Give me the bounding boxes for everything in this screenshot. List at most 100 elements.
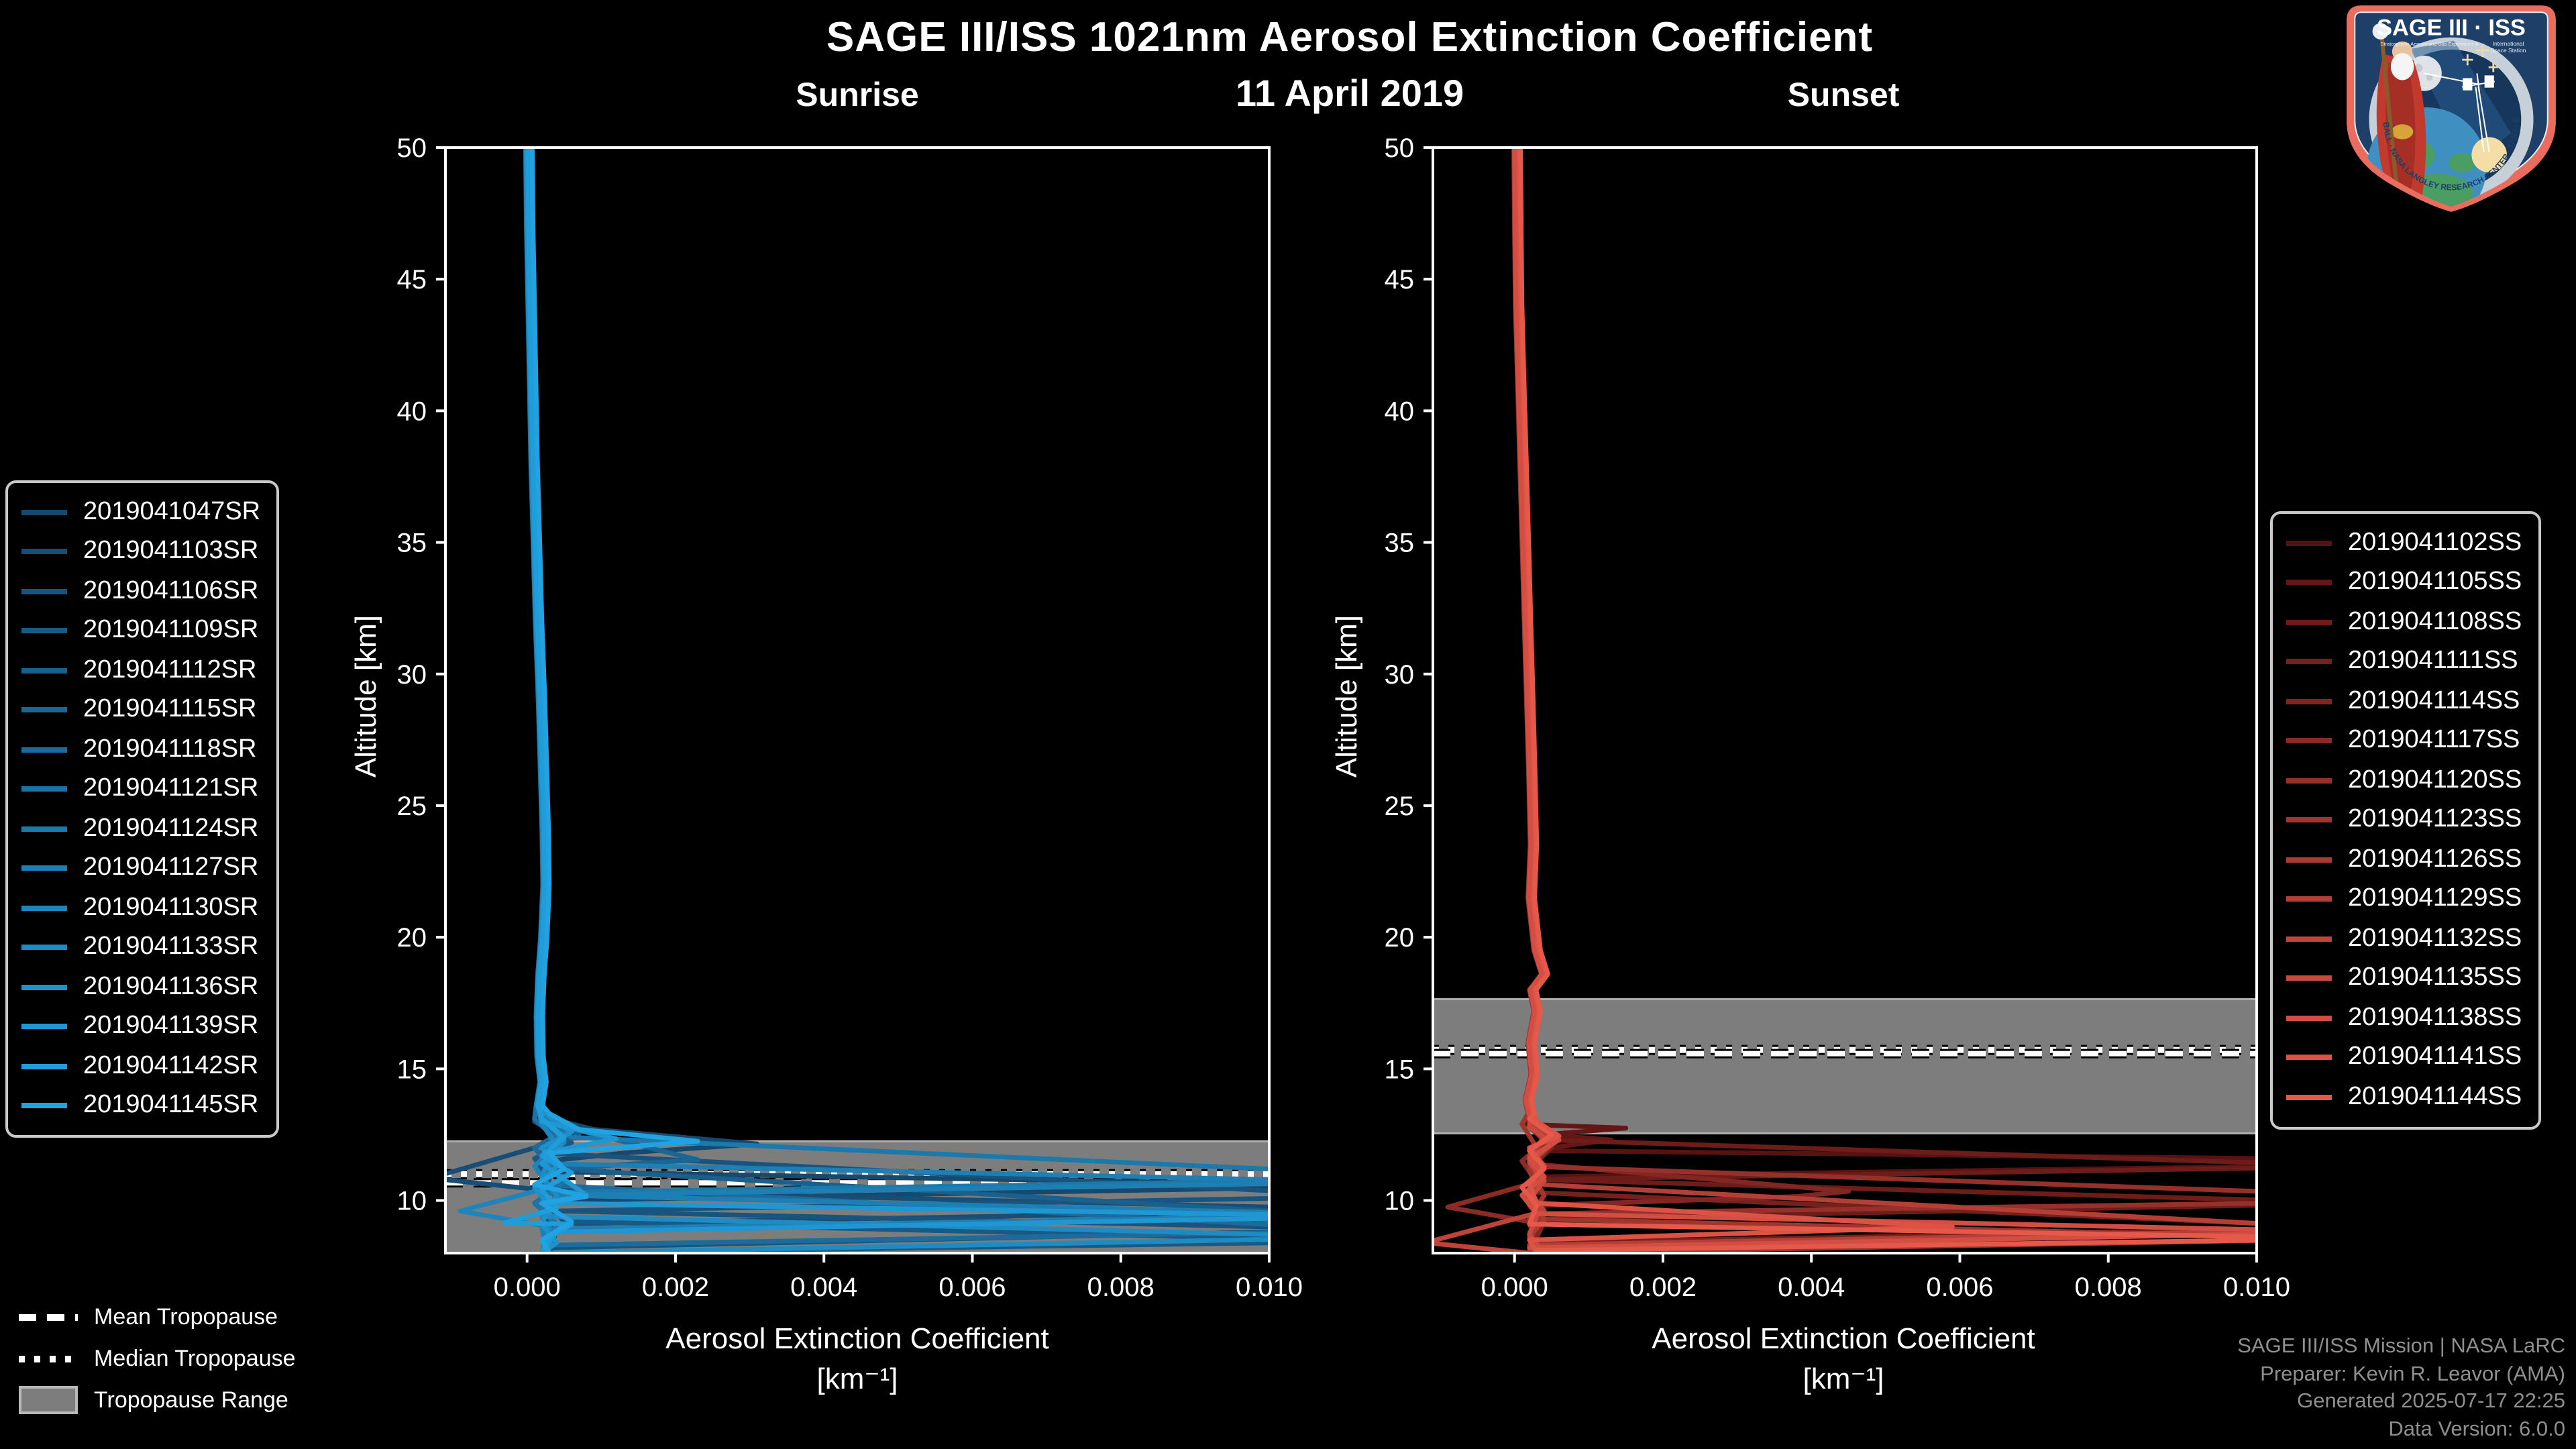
sunset-y-axis-label: Altitude [km] [1330,614,1363,778]
legend-item-event: 2019041132SS [2286,919,2522,959]
tropopause-range-patch-icon [19,1386,78,1414]
profile-line-2019041144SS [1518,148,2257,1253]
legend-item-event: 2019041136SR [21,967,260,1007]
profile-line-2019041118SR [527,148,1269,1248]
legend-item-event: 2019041117SS [2286,721,2522,761]
legend-item-event: 2019041138SS [2286,998,2522,1038]
y-tick-label: 30 [397,660,427,690]
logo-subtitle-right-2: Space Station [2491,47,2526,54]
event-id-label: 2019041132SS [2348,924,2522,953]
event-line-swatch-icon [21,865,67,871]
logo-figure [2372,23,2426,205]
y-tick-label: 40 [397,396,427,426]
sunrise-plot: 0.000 0.002 0.004 0.006 0.008 0.010 50 45 40 35 30… [397,133,1303,1302]
event-id-label: 2019041138SS [2348,1003,2522,1032]
event-line-swatch-icon [21,786,67,792]
legend-label: Median Tropopause [94,1345,296,1371]
legend-item-event: 2019041108SS [2286,602,2522,642]
legend-item-event: 2019041111SS [2286,642,2522,682]
event-line-swatch-icon [2286,540,2332,546]
logo-iss [2424,72,2495,152]
y-tick-label: 20 [1385,923,1415,953]
profile-line-2019041127SR [526,148,1269,1253]
y-tick-label: 10 [1385,1187,1415,1216]
x-tick-label: 0.010 [2223,1273,2290,1302]
x-tick-label: 0.000 [1481,1273,1548,1302]
legend-item-event: 2019041144SS [2286,1077,2522,1117]
mean-tropopause-dashed-line-icon [19,1311,78,1322]
x-tick-label: 0.010 [1236,1273,1303,1302]
profile-line-2019041047SR [526,148,1269,1253]
event-line-swatch-icon [21,905,67,911]
event-line-swatch-icon [2286,738,2332,744]
sunset-plot: 0.000 0.002 0.004 0.006 0.008 0.010 50 45 40 35 30… [1385,133,2291,1302]
profile-line-2019041112SR [528,148,1269,1253]
tropopause-legend: Mean Tropopause Median Tropopause Tropop… [19,1296,296,1421]
event-id-label: 2019041133SR [83,932,259,961]
attribution-generated: Generated 2025-07-17 22:25 [2297,1390,2565,1413]
event-id-label: 2019041136SR [83,972,259,1001]
event-id-label: 2019041111SS [2348,647,2518,676]
event-id-label: 2019041105SS [2348,568,2522,596]
legend-item-event: 2019041103SR [21,532,260,572]
event-line-swatch-icon [2286,857,2332,863]
event-line-swatch-icon [2286,817,2332,823]
event-id-label: 2019041145SR [83,1091,259,1120]
legend-item-event: 2019041102SS [2286,523,2522,563]
event-id-label: 2019041127SR [83,853,259,882]
event-line-swatch-icon [21,549,67,555]
legend-item-event: 2019041124SR [21,809,260,849]
legend-item-median-tropopause: Median Tropopause [19,1338,296,1379]
profile-line-2019041145SR [529,148,700,1253]
sunset-panel-title: Sunset [1787,76,1900,114]
event-line-swatch-icon [2286,896,2332,902]
event-line-swatch-icon [21,588,67,594]
event-id-label: 2019041139SR [83,1012,259,1040]
event-id-label: 2019041135SS [2348,963,2522,992]
y-tick-label: 50 [1385,133,1415,163]
event-line-swatch-icon [21,707,67,713]
legend-item-event: 2019041145SR [21,1086,260,1126]
logo-subtitle-left: Stratospheric Aerosol and Gas Experiment… [2381,41,2479,47]
legend-item-event: 2019041123SS [2286,800,2522,840]
y-tick-label: 10 [397,1187,427,1216]
logo-subtitle-right-1: International [2493,40,2524,47]
legend-item-event: 2019041120SS [2286,761,2522,800]
event-id-label: 2019041130SR [83,893,259,922]
event-id-label: 2019041103SR [83,537,259,566]
legend-item-event: 2019041121SR [21,769,260,809]
event-line-swatch-icon [21,1024,67,1030]
event-line-swatch-icon [21,945,67,951]
y-tick-label: 50 [397,133,427,163]
legend-item-event: 2019041109SR [21,611,260,651]
logo-sun [2471,137,2508,173]
plot-spines [444,146,1271,1254]
y-tick-label: 35 [397,529,427,558]
legend-item-tropopause-range: Tropopause Range [19,1379,296,1421]
plot-spines [1432,146,2258,1254]
event-id-label: 2019041144SS [2348,1082,2522,1111]
event-line-swatch-icon [2286,777,2332,784]
event-id-label: 2019041124SR [83,814,259,843]
y-tick-label: 15 [397,1055,427,1084]
profile-line-2019041124SR [529,148,1269,1253]
sunset-x-axis-label: Aerosol Extinction Coefficient [1652,1322,2035,1355]
x-tick-label: 0.008 [2075,1273,2142,1302]
event-line-swatch-icon [2286,619,2332,625]
event-line-swatch-icon [2286,975,2332,981]
tropopause-range-band [1433,999,2257,1134]
event-id-label: 2019041114SS [2348,686,2520,715]
x-tick-label: 0.006 [938,1273,1006,1302]
event-id-label: 2019041117SS [2348,726,2520,755]
date-label: 11 April 2019 [1235,72,1464,114]
event-line-swatch-icon [2286,580,2332,586]
event-id-label: 2019041129SS [2348,884,2522,913]
legend-item-event: 2019041139SR [21,1007,260,1046]
legend-item-event: 2019041106SR [21,572,260,611]
legend-item-event: 2019041105SS [2286,563,2522,602]
sunset-x-axis-units: [km⁻¹] [1803,1362,1884,1395]
event-id-label: 2019041123SS [2348,805,2522,834]
y-tick-label: 35 [1385,529,1415,558]
event-line-swatch-icon [21,1063,67,1069]
